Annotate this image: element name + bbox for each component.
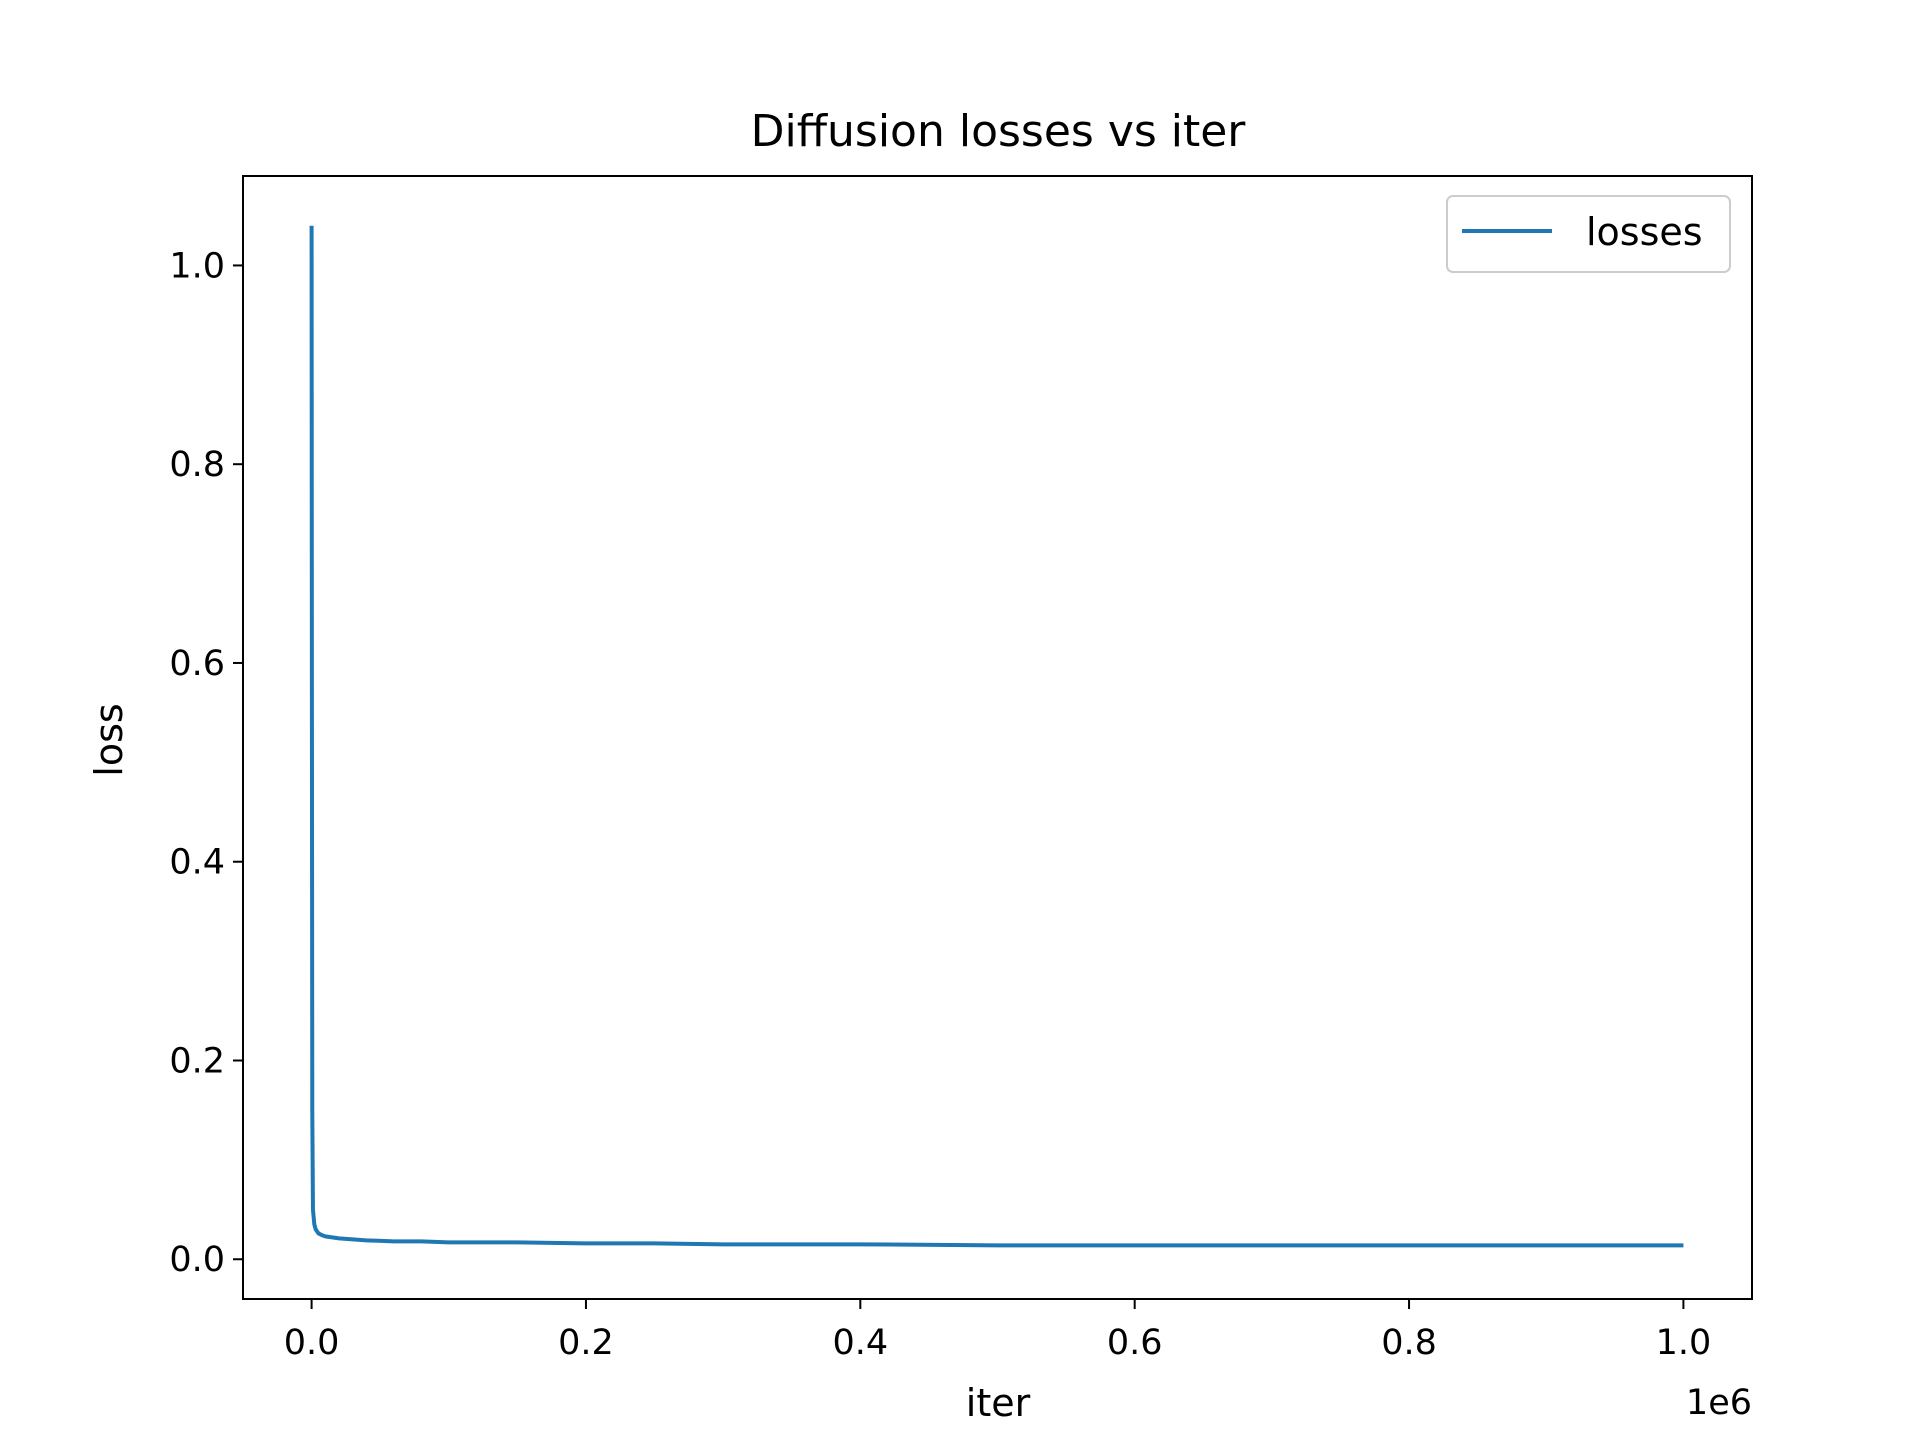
x-tick-label: 0.6 (1107, 1323, 1163, 1363)
x-axis-label: iter (966, 1381, 1031, 1425)
x-tick-label: 0.2 (558, 1323, 614, 1363)
chart-title: Diffusion losses vs iter (751, 106, 1247, 157)
legend-box (1446, 195, 1731, 273)
y-tick-label: 0.8 (169, 445, 225, 485)
y-axis: 0.0 0.2 0.4 0.6 0.8 1.0 (169, 246, 243, 1280)
x-tick-label: 1.0 (1656, 1323, 1712, 1363)
x-tick-label: 0.0 (284, 1323, 340, 1363)
y-tick-label: 0.6 (169, 644, 225, 684)
x-tick-label: 0.8 (1381, 1323, 1437, 1363)
x-tick-label: 0.4 (832, 1323, 888, 1363)
series-line-losses (309, 225, 1684, 1248)
legend-label-losses: losses (1586, 210, 1703, 254)
x-axis-offset-text: 1e6 (1686, 1383, 1752, 1423)
y-tick-label: 0.0 (169, 1240, 225, 1280)
y-axis-label: loss (87, 703, 131, 776)
plot-area-frame (242, 175, 1753, 1300)
y-tick-label: 0.4 (169, 843, 225, 883)
y-tick-label: 1.0 (169, 246, 225, 286)
legend: losses (1446, 195, 1731, 273)
x-axis: 0.0 0.2 0.4 0.6 0.8 1.0 (284, 1299, 1711, 1363)
series-layer (309, 225, 1684, 1248)
y-tick-label: 0.2 (169, 1041, 225, 1081)
